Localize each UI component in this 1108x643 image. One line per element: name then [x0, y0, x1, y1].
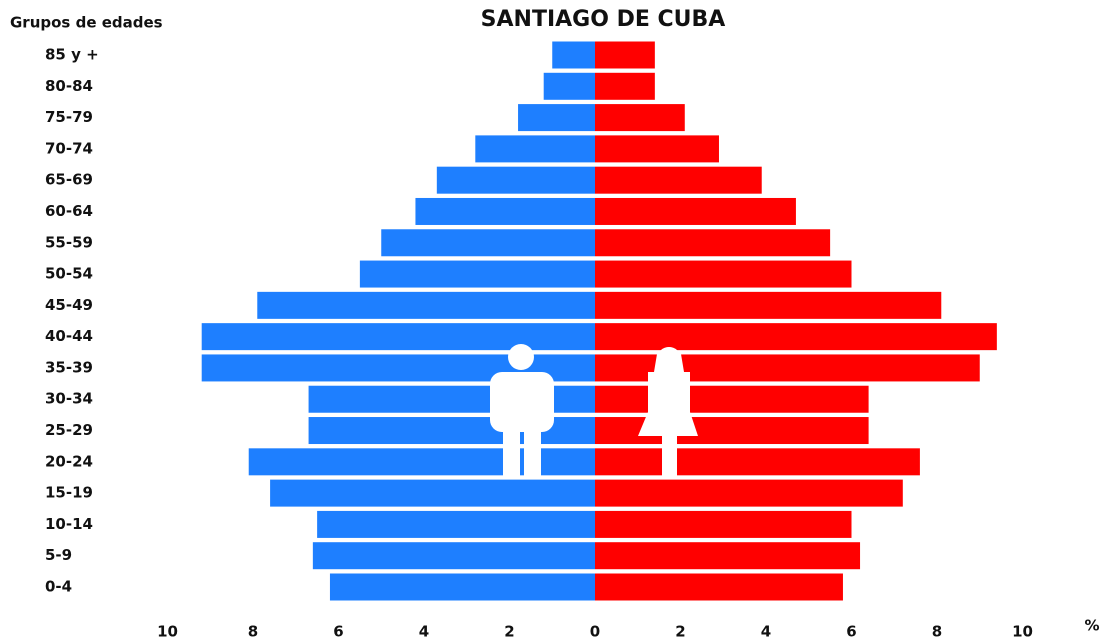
bar: [595, 385, 869, 413]
y-axis-label: Grupos de edades: [10, 14, 163, 32]
female-hair: [654, 347, 684, 372]
y-tick-label: 85 y +: [45, 46, 99, 64]
bar: [595, 72, 655, 100]
y-tick-label: 75-79: [45, 108, 93, 126]
bar: [595, 104, 685, 132]
y-tick-label: 25-29: [45, 421, 93, 439]
bar: [201, 323, 595, 351]
x-tick-label: 10: [157, 623, 178, 641]
x-tick-label: 10: [1012, 623, 1033, 641]
x-tick-label: 4: [419, 623, 429, 641]
bar: [248, 448, 595, 476]
x-tick-label: 8: [248, 623, 258, 641]
y-tick-label: 20-24: [45, 452, 93, 470]
bar: [329, 573, 595, 601]
bar: [552, 41, 595, 69]
x-tick-label: 8: [932, 623, 942, 641]
x-tick-label: 6: [846, 623, 856, 641]
bar: [359, 260, 595, 288]
bar: [257, 291, 595, 319]
bar: [595, 542, 861, 570]
y-tick-label: 45-49: [45, 296, 93, 314]
bar: [415, 197, 595, 225]
y-tick-label: 55-59: [45, 233, 93, 251]
y-tick-label: 60-64: [45, 202, 93, 220]
y-tick-label: 30-34: [45, 390, 93, 408]
bar: [381, 229, 595, 257]
bar: [595, 479, 903, 507]
bar: [595, 229, 831, 257]
bar: [595, 323, 997, 351]
chart-title: SANTIAGO DE CUBA: [481, 7, 726, 32]
y-tick-label: 40-44: [45, 327, 93, 345]
bar: [317, 510, 595, 538]
icons: [490, 344, 698, 476]
bar: [543, 72, 595, 100]
male-leg: [503, 420, 520, 476]
y-tick-label: 65-69: [45, 171, 93, 189]
male-leg: [524, 420, 541, 476]
female-leg: [662, 432, 677, 476]
bar: [595, 135, 719, 163]
y-tick-label: 70-74: [45, 139, 93, 157]
bar: [595, 166, 762, 194]
bar: [595, 41, 655, 69]
y-tick-label: 0-4: [45, 578, 72, 596]
bar: [595, 291, 942, 319]
bar: [436, 166, 595, 194]
y-tick-label: 10-14: [45, 515, 93, 533]
x-axis-label: %: [1084, 617, 1099, 635]
male-body: [490, 372, 554, 432]
bar: [595, 260, 852, 288]
bar: [518, 104, 595, 132]
bar: [270, 479, 595, 507]
bar: [595, 448, 920, 476]
bar: [475, 135, 595, 163]
bar: [595, 573, 843, 601]
bar: [595, 197, 796, 225]
x-tick-label: 6: [333, 623, 343, 641]
x-tick-label: 2: [675, 623, 685, 641]
y-tick-label: 50-54: [45, 265, 93, 283]
male-head: [508, 344, 534, 370]
y-tick-label: 35-39: [45, 358, 93, 376]
bar: [312, 542, 595, 570]
y-tick-label: 15-19: [45, 484, 93, 502]
bar: [595, 417, 869, 445]
y-tick-label: 80-84: [45, 77, 93, 95]
female-dress: [638, 372, 698, 436]
x-tick-label: 2: [504, 623, 514, 641]
x-tick-label: 4: [761, 623, 771, 641]
y-tick-label: 5-9: [45, 546, 72, 564]
bar: [595, 510, 852, 538]
x-tick-label: 0: [590, 623, 600, 641]
